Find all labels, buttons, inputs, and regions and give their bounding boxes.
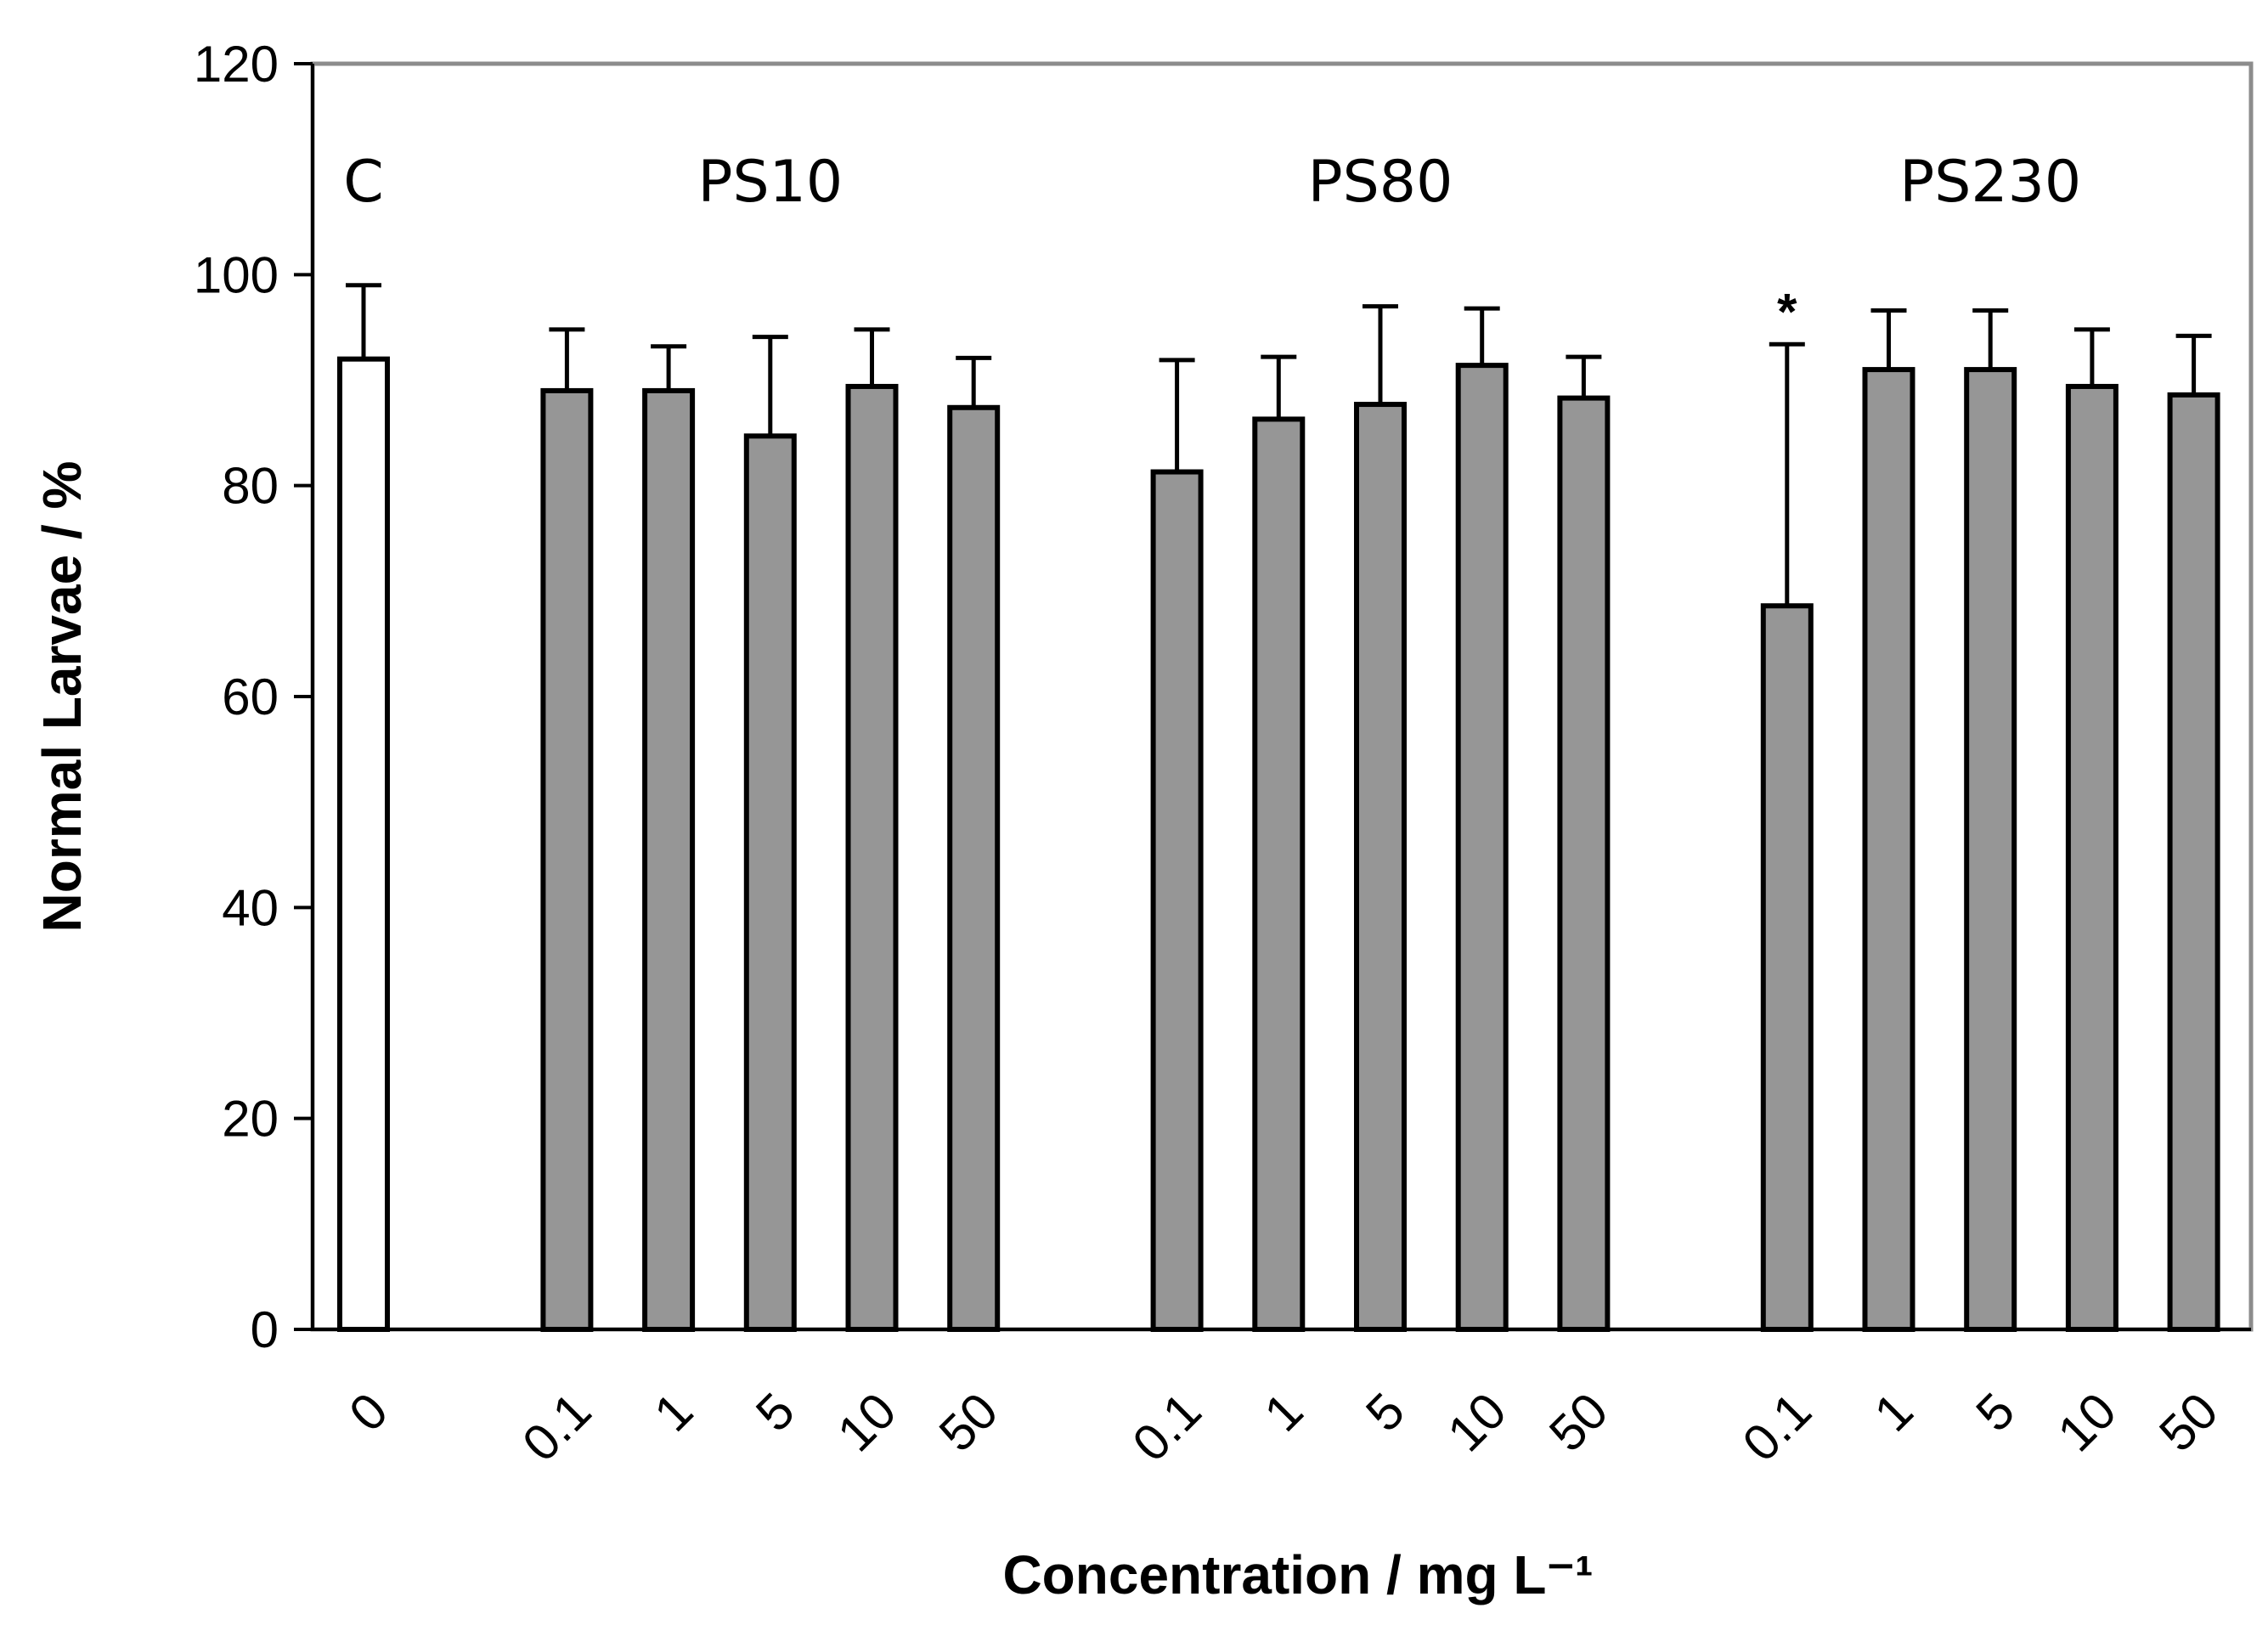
- x-tick-label: 1: [643, 1382, 703, 1442]
- bar-ps230-5: [1964, 367, 2017, 1332]
- bar-ps80-10: [1455, 363, 1509, 1332]
- y-tick-label: 120: [194, 36, 279, 93]
- bar-ps10-0_1: [540, 387, 594, 1333]
- y-tick-label: 40: [222, 879, 279, 936]
- bar-ps80-1: [1252, 416, 1306, 1333]
- bar-ps80-0_1: [1150, 469, 1204, 1332]
- x-tick-label: 50: [928, 1382, 1009, 1463]
- y-axis: 0 20 40 60 80 100 120: [194, 36, 2251, 1358]
- x-tick-label: 10: [827, 1382, 907, 1463]
- bars: [337, 356, 2220, 1333]
- x-tick-label: 1: [1864, 1382, 1924, 1442]
- group-label-c: C: [343, 149, 383, 216]
- y-tick-label: 0: [251, 1301, 279, 1358]
- x-tick-label: 5: [1355, 1382, 1415, 1442]
- y-axis-title: Normal Larvae / %: [31, 461, 93, 933]
- bar-ps80-50: [1557, 395, 1611, 1333]
- x-tick-label: 0.1: [1121, 1382, 1211, 1472]
- x-tick-label: 0.1: [1732, 1382, 1822, 1472]
- y-tick-label: 60: [222, 669, 279, 725]
- bar-ps10-50: [947, 404, 1001, 1332]
- bar-ps230-50: [2167, 392, 2220, 1333]
- x-tick-label: 10: [1436, 1382, 1517, 1463]
- bar-ps10-5: [743, 433, 797, 1332]
- x-tick-label: 0: [338, 1382, 398, 1442]
- group-label-ps80: PS80: [1308, 149, 1453, 216]
- x-tick-label: 10: [2047, 1382, 2128, 1463]
- y-tick-label: 80: [222, 458, 279, 515]
- y-tick-label: 100: [194, 246, 279, 303]
- group-label-ps230: PS230: [1899, 149, 2081, 216]
- bar-ps230-1: [1862, 367, 1915, 1332]
- group-labels: C PS10 PS80 PS230: [343, 149, 2081, 216]
- error-bars: *: [346, 283, 2212, 607]
- group-label-ps10: PS10: [697, 149, 843, 216]
- x-tick-label: 50: [2148, 1382, 2229, 1463]
- bar-ps230-10: [2065, 383, 2118, 1333]
- bar-c-0: [337, 356, 390, 1333]
- y-tick-label: 20: [222, 1091, 279, 1148]
- significance-marker: *: [1777, 283, 1797, 340]
- x-tick-labels: 0 0.1 1 5 10 50 0.1 1 5 10 50 0.1 1 5 10 50: [338, 1382, 2229, 1472]
- x-tick-label: 50: [1538, 1382, 1619, 1463]
- bar-ps230-0_1: [1760, 603, 1814, 1332]
- bar-ps80-5: [1354, 402, 1407, 1332]
- x-tick-label: 5: [745, 1382, 805, 1442]
- bar-ps10-1: [642, 387, 696, 1333]
- x-tick-label: 5: [1965, 1382, 2025, 1442]
- x-tick-label: 0.1: [511, 1382, 601, 1472]
- x-tick-label: 1: [1254, 1382, 1314, 1442]
- bar-ps10-10: [845, 383, 899, 1333]
- x-axis-title: Concentration / mg L⁻¹: [1002, 1544, 1593, 1605]
